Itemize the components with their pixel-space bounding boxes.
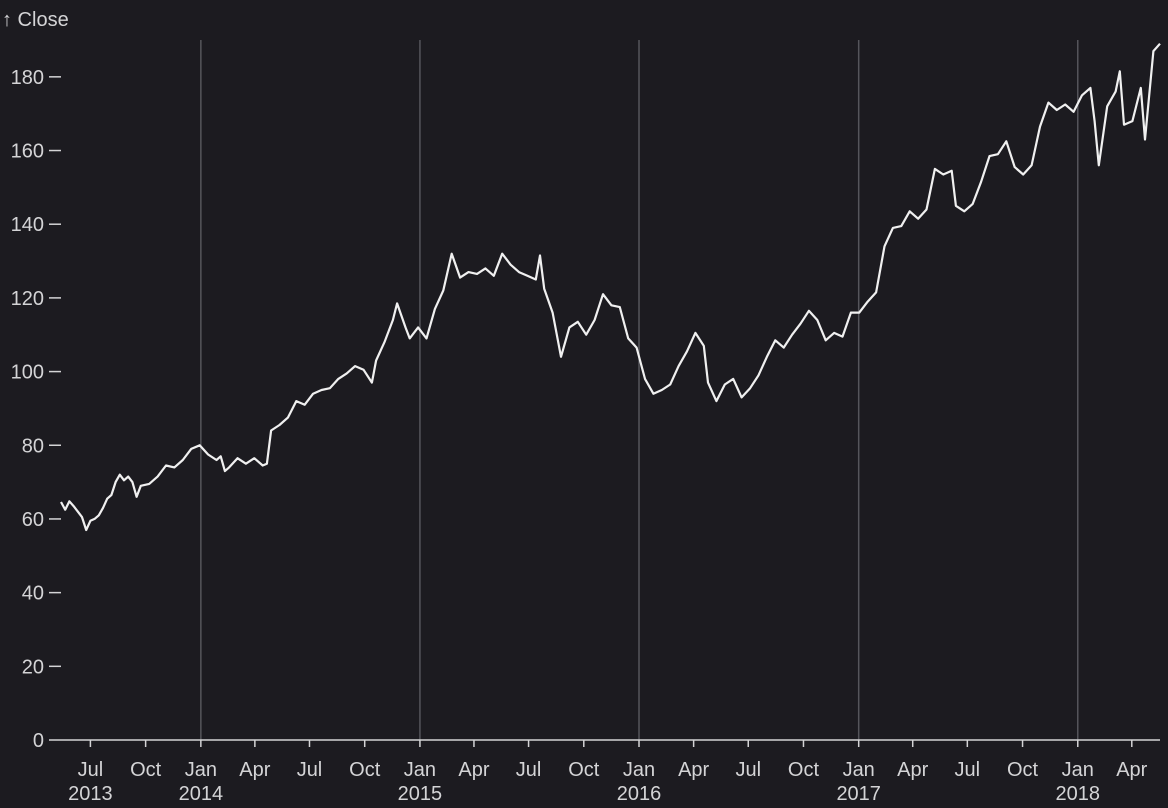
y-tick-label: 80 — [22, 435, 44, 457]
x-tick-label: Oct — [568, 759, 600, 781]
x-tick-year-label: 2017 — [836, 783, 881, 805]
close-price-line — [60, 42, 1161, 532]
x-tick-label: Oct — [788, 759, 820, 781]
x-tick-year-label: 2014 — [179, 783, 224, 805]
x-tick-label: Jan — [843, 759, 875, 781]
x-tick-label: Apr — [458, 759, 489, 781]
x-tick-label: Apr — [678, 759, 709, 781]
year-gridlines — [200, 40, 1079, 740]
x-tick-label: Jan — [1062, 759, 1094, 781]
x-tick-year-label: 2018 — [1056, 783, 1101, 805]
x-tick-label: Jan — [623, 759, 655, 781]
x-tick-year-label: 2013 — [68, 783, 113, 805]
x-tick-label: Jul — [955, 759, 981, 781]
x-tick-label: Apr — [239, 759, 270, 781]
y-tick-label: 20 — [22, 656, 44, 678]
x-tick-label: Jul — [735, 759, 761, 781]
x-tick-label: Jul — [516, 759, 542, 781]
x-tick-label: Oct — [349, 759, 381, 781]
x-tick-label: Jan — [404, 759, 436, 781]
y-axis-title: ↑ Close — [2, 9, 69, 31]
x-tick-label: Oct — [130, 759, 162, 781]
x-tick-label: Jan — [185, 759, 217, 781]
y-tick-label: 120 — [11, 288, 44, 310]
x-tick-label: Jul — [297, 759, 323, 781]
x-tick-label: Apr — [1116, 759, 1147, 781]
x-tick-year-label: 2015 — [398, 783, 443, 805]
y-axis: ↑ Close 0 20 40 60 80 100 120 140 160 180 — [2, 9, 69, 752]
y-tick-label: 40 — [22, 583, 44, 605]
series-group — [60, 42, 1161, 532]
y-tick-label: 60 — [22, 509, 44, 531]
y-tick-label: 160 — [11, 141, 44, 163]
y-tick-label: 100 — [11, 362, 44, 384]
x-tick-year-label: 2016 — [617, 783, 662, 805]
x-tick-label: Oct — [1007, 759, 1039, 781]
y-tick-label: 180 — [11, 67, 44, 89]
x-tick-label: Apr — [897, 759, 928, 781]
y-tick-label: 0 — [33, 730, 44, 752]
y-tick-label: 140 — [11, 214, 44, 236]
x-tick-label: Jul — [78, 759, 104, 781]
